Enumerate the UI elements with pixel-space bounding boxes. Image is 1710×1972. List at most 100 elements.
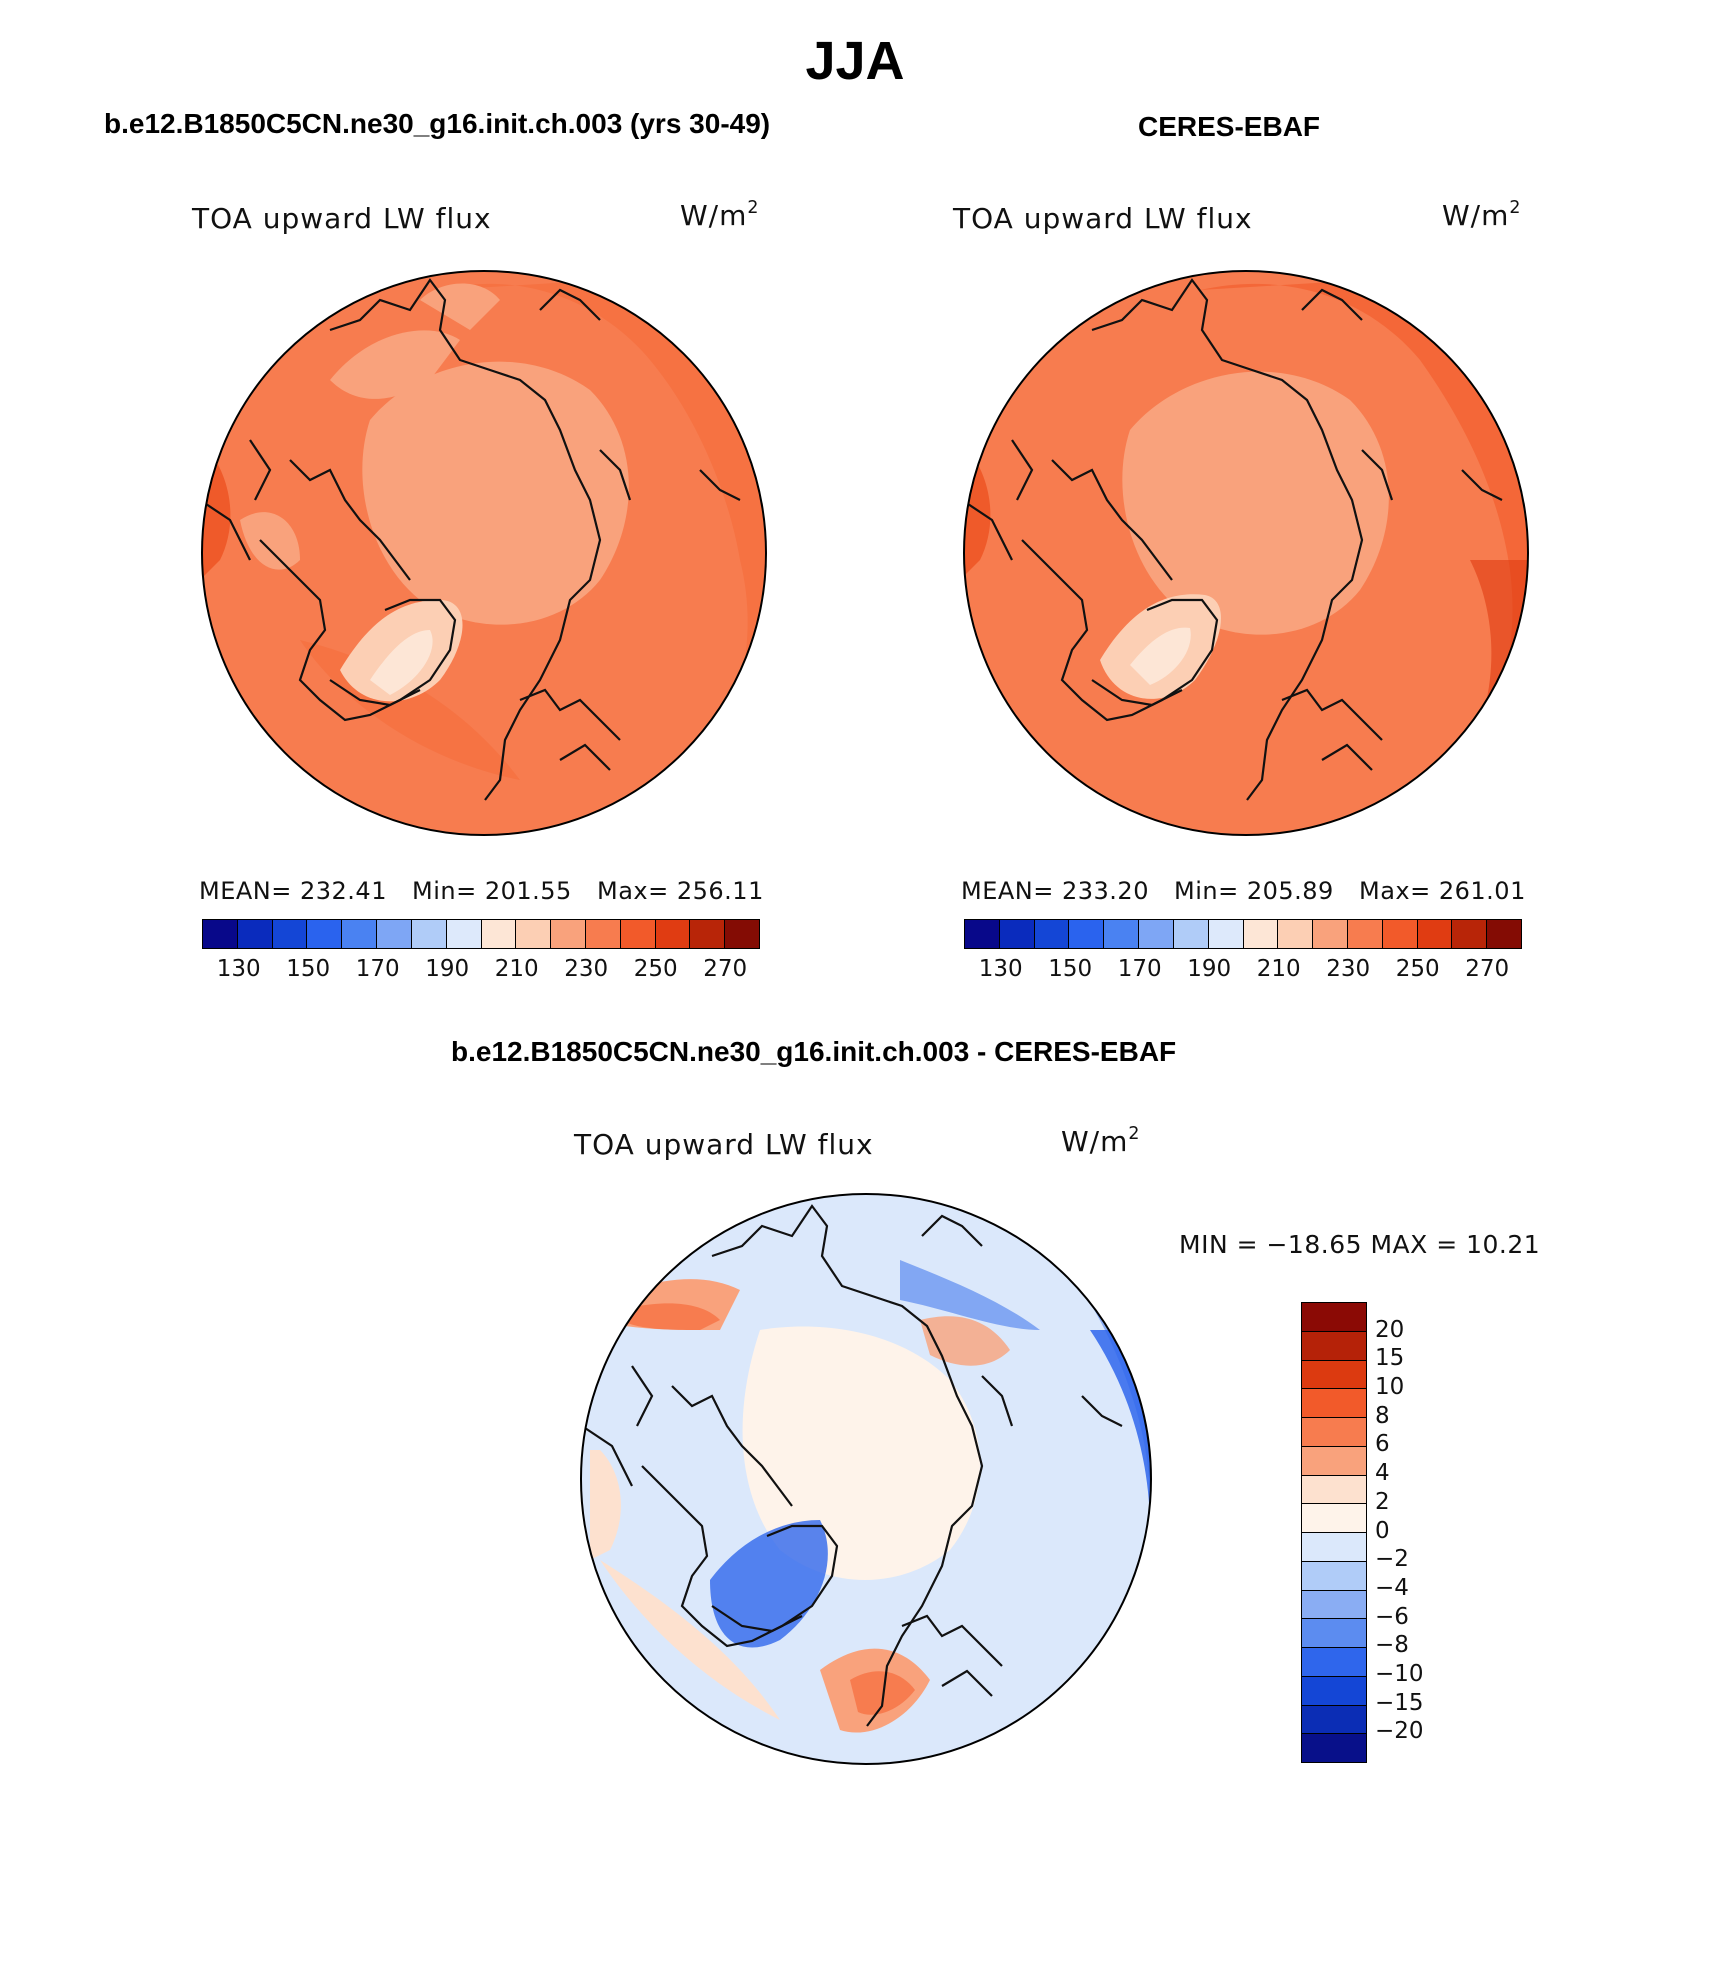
obs-min-stat: Min= 205.89: [1174, 877, 1334, 905]
model-max-stat: Max= 256.11: [597, 877, 764, 905]
model-colorbar-swatch: [410, 920, 446, 948]
model-colorbar-swatch: [619, 920, 655, 948]
model-colorbar-tick-label: 250: [633, 956, 678, 982]
obs-colorbar-tick-label: 270: [1465, 956, 1510, 982]
diff-coastlines: [581, 1204, 1123, 1727]
diff-colorbar-swatch: [1302, 1474, 1366, 1504]
diff-colorbar-swatch: [1302, 1647, 1366, 1676]
diff-colorbar-tick-label: 10: [1375, 1374, 1405, 1401]
obs-colorbar-tick-label: 190: [1187, 956, 1232, 982]
model-colorbar-swatch: [689, 920, 725, 948]
diff-colorbar-swatch: [1302, 1330, 1366, 1360]
obs-colorbar-swatch: [1451, 920, 1487, 948]
diff-colorbar-tick-label: −4: [1375, 1574, 1409, 1601]
obs-colorbar-tick-label: 150: [1048, 956, 1093, 982]
model-colorbar-swatch: [480, 920, 516, 948]
diff-colorbar-swatch: [1302, 1445, 1366, 1475]
obs-panel-heading: CERES-EBAF: [1138, 111, 1321, 142]
diff-colorbar-swatch: [1302, 1675, 1366, 1705]
diff-colorbar-tick-label: 4: [1375, 1460, 1390, 1487]
obs-colorbar-swatch: [1172, 920, 1208, 948]
obs-colorbar-swatch: [1068, 920, 1104, 948]
diff-colorbar-swatch: [1302, 1618, 1366, 1647]
diff-colorbar-swatch: [1302, 1303, 1366, 1331]
diff-colorbar-tick-label: 6: [1375, 1431, 1390, 1458]
diff-colorbar-tick-label: 2: [1375, 1488, 1390, 1515]
obs-colorbar-swatch: [1381, 920, 1417, 948]
diff-colorbar-swatch: [1302, 1532, 1366, 1561]
model-mean-stat: MEAN= 232.41: [199, 877, 387, 905]
model-colorbar-swatch: [445, 920, 481, 948]
model-min-stat: Min= 201.55: [412, 877, 572, 905]
model-colorbar-swatch: [515, 920, 551, 948]
obs-colorbar-swatch: [965, 920, 999, 948]
diff-variable-label: TOA upward LW flux: [574, 1128, 874, 1161]
diff-units-label: W/m2: [1061, 1124, 1141, 1159]
diff-colorbar-tick-label: 20: [1375, 1316, 1405, 1343]
diff-colorbar-swatch: [1302, 1503, 1366, 1532]
model-colorbar-swatch: [654, 920, 690, 948]
model-colorbar-tick-label: 270: [703, 956, 748, 982]
model-colorbar-swatch: [271, 920, 307, 948]
obs-colorbar-swatch: [1312, 920, 1347, 948]
obs-colorbar-swatch: [1346, 920, 1382, 948]
diff-panel-heading: b.e12.B1850C5CN.ne30_g16.init.ch.003 - C…: [451, 1036, 1177, 1067]
diff-colorbar-swatch: [1302, 1589, 1366, 1619]
obs-colorbar-tick-label: 250: [1395, 956, 1440, 982]
diff-colorbar-tick-label: 0: [1375, 1517, 1390, 1544]
model-variable-label: TOA upward LW flux: [192, 202, 492, 235]
obs-units-label: W/m2: [1442, 198, 1522, 233]
obs-colorbar-tick-label: 170: [1117, 956, 1162, 982]
diff-colorbar-tick-label: −10: [1375, 1660, 1424, 1687]
model-colorbar-swatch: [236, 920, 272, 948]
diff-colorbar-tick-label: −20: [1375, 1718, 1424, 1745]
obs-coastlines: [964, 278, 1503, 801]
model-colorbar: [202, 919, 760, 949]
model-colorbar-swatch: [306, 920, 342, 948]
model-colorbar-swatch: [203, 920, 237, 948]
obs-colorbar-swatch: [1416, 920, 1452, 948]
diff-minmax-stat: MIN = −18.65 MAX = 10.21: [1179, 1230, 1541, 1259]
model-map-border: [201, 270, 767, 836]
obs-colorbar: [964, 919, 1522, 949]
diff-colorbar-swatch: [1302, 1560, 1366, 1590]
model-colorbar-tick-label: 130: [216, 956, 261, 982]
model-map-fill: [202, 271, 766, 835]
obs-max-stat: Max= 261.01: [1359, 877, 1526, 905]
diff-colorbar-tick-label: −2: [1375, 1546, 1409, 1573]
diff-colorbar-swatch: [1302, 1733, 1366, 1762]
figure-title: JJA: [805, 31, 905, 91]
diff-colorbar-swatch: [1302, 1417, 1366, 1446]
diff-colorbar-tick-label: −8: [1375, 1632, 1409, 1659]
obs-colorbar-swatch: [1207, 920, 1243, 948]
diff-colorbar-tick-label: −15: [1375, 1689, 1424, 1716]
obs-colorbar-swatch: [1033, 920, 1069, 948]
obs-colorbar-swatch: [1138, 920, 1173, 948]
diff-colorbar-tick-label: −6: [1375, 1603, 1409, 1630]
obs-mean-stat: MEAN= 233.20: [961, 877, 1149, 905]
obs-variable-label: TOA upward LW flux: [953, 202, 1253, 235]
diff-map-border: [580, 1193, 1152, 1765]
obs-colorbar-swatch: [1103, 920, 1139, 948]
model-colorbar-swatch: [584, 920, 620, 948]
obs-colorbar-swatch: [1242, 920, 1278, 948]
obs-colorbar-tick-label: 130: [978, 956, 1023, 982]
model-colorbar-swatch: [341, 920, 377, 948]
model-colorbar-swatch: [550, 920, 585, 948]
diff-colorbar-swatch: [1302, 1704, 1366, 1734]
diff-colorbar-swatch: [1302, 1359, 1366, 1389]
obs-colorbar-tick-label: 210: [1256, 956, 1301, 982]
model-colorbar-tick-label: 190: [425, 956, 470, 982]
model-units-label: W/m2: [680, 198, 760, 233]
model-colorbar-tick-label: 150: [286, 956, 331, 982]
obs-map-border: [963, 270, 1529, 836]
model-colorbar-swatch: [724, 920, 759, 948]
obs-colorbar-swatch: [1486, 920, 1521, 948]
model-colorbar-swatch: [376, 920, 411, 948]
obs-colorbar-swatch: [998, 920, 1034, 948]
obs-colorbar-swatch: [1277, 920, 1313, 948]
diff-colorbar-tick-label: 15: [1375, 1345, 1405, 1372]
model-panel-heading: b.e12.B1850C5CN.ne30_g16.init.ch.003 (yr…: [104, 108, 771, 139]
model-coastlines: [202, 278, 741, 801]
